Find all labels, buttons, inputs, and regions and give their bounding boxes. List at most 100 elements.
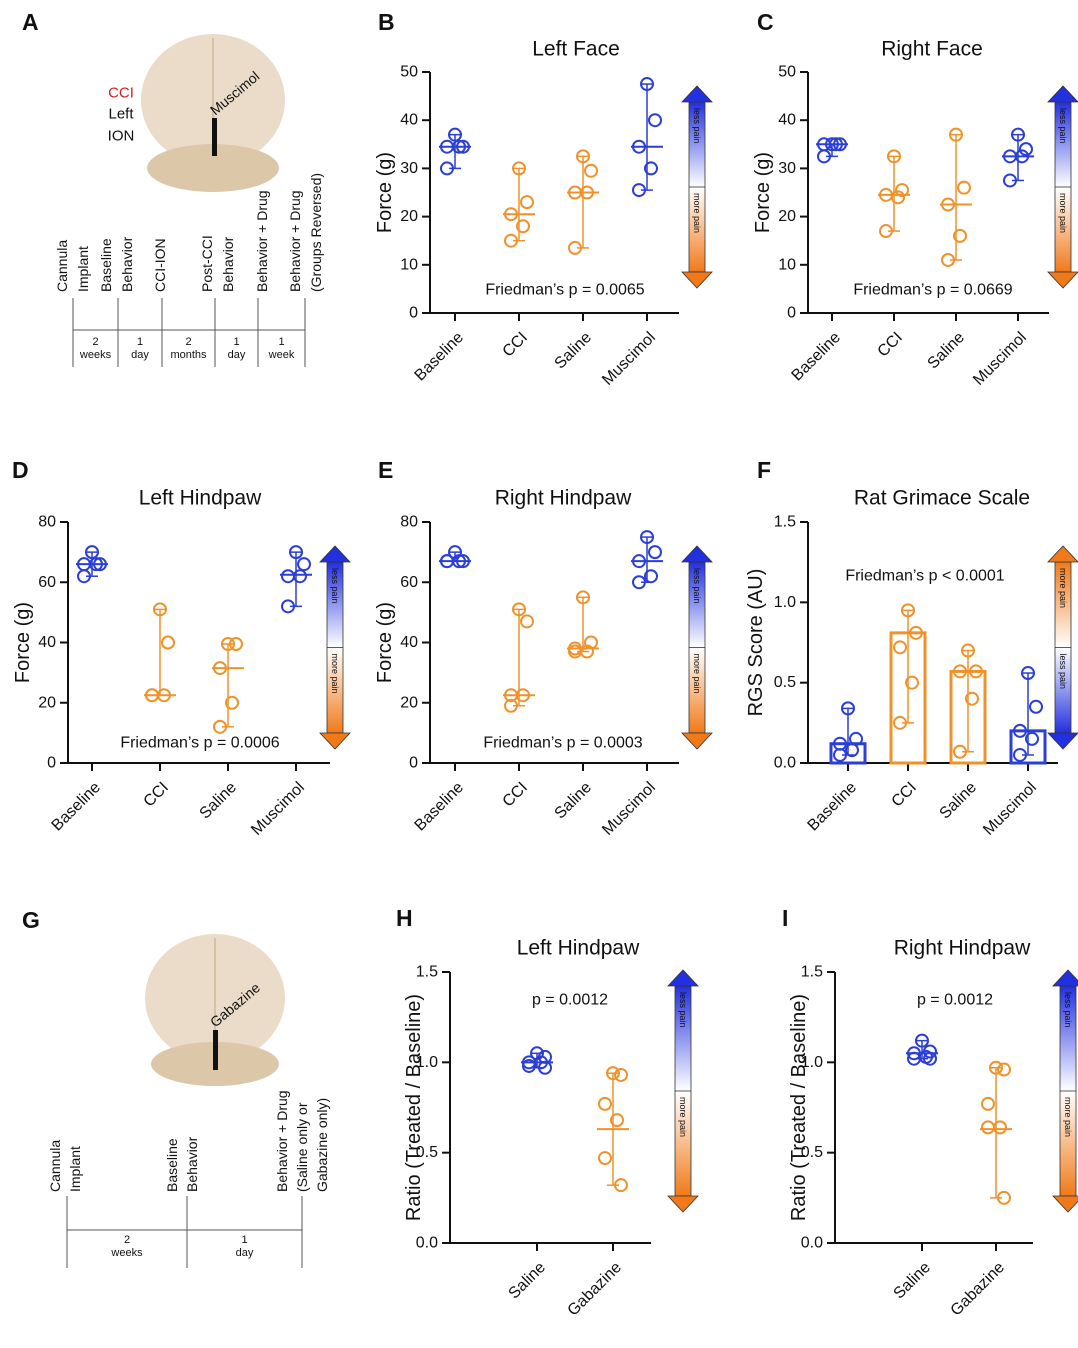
y-tick-label: 50	[400, 64, 418, 81]
data-point	[504, 207, 518, 222]
timeline-event: Cannula	[54, 240, 70, 292]
data-point	[512, 602, 526, 617]
x-tick-label: Saline	[925, 329, 969, 373]
pain-label: less pain	[1058, 108, 1068, 144]
data-point	[907, 1051, 921, 1066]
data-point	[989, 1060, 1003, 1075]
chart-title: Right Hindpaw	[894, 937, 1031, 960]
timeline-interval: 1	[278, 336, 284, 348]
y-tick-label: 40	[400, 112, 418, 129]
y-axis-label: Force (g)	[374, 602, 396, 683]
timeline-event: CCI-ION	[152, 238, 168, 292]
y-axis-label: RGS Score (AU)	[745, 569, 767, 717]
data-point	[93, 557, 107, 572]
y-tick-label: 60	[38, 574, 56, 591]
data-point	[891, 190, 905, 205]
data-point	[648, 545, 662, 560]
y-tick-label: 20	[778, 208, 796, 225]
panel-letter: E	[378, 457, 393, 483]
timeline-interval: 2	[124, 1234, 130, 1246]
chart-title: Left Hindpaw	[517, 937, 640, 960]
panel-letter: C	[757, 9, 774, 35]
data-point	[440, 554, 454, 569]
data-point	[221, 637, 235, 652]
annotation: Friedman’s p = 0.0065	[485, 282, 644, 299]
chart-title: Rat Grimace Scale	[854, 487, 1030, 510]
data-point	[941, 197, 955, 212]
data-point	[77, 569, 91, 584]
data-point	[85, 545, 99, 560]
pain-arrow-head	[681, 85, 713, 103]
data-point	[841, 701, 855, 716]
timeline-event: Behavior	[119, 236, 135, 292]
y-tick-label: 0	[787, 305, 796, 322]
y-tick-label: 30	[778, 160, 796, 177]
pain-arrow-head	[681, 732, 713, 750]
data-point	[953, 228, 967, 243]
data-point	[153, 602, 167, 617]
pain-arrow-head	[319, 732, 351, 750]
pain-label: less pain	[678, 992, 688, 1028]
x-tick-label: Muscimol	[248, 779, 308, 839]
x-tick-label: Baseline	[789, 329, 844, 384]
y-axis-label: Force (g)	[752, 152, 774, 233]
timeline-interval: day	[228, 349, 246, 361]
x-tick-label: Muscimol	[980, 779, 1040, 839]
data-point	[504, 233, 518, 248]
pain-arrow-head	[1047, 545, 1078, 563]
data-point	[516, 688, 530, 703]
y-tick-label: 0.0	[801, 1235, 823, 1252]
pain-arrow-head	[1047, 732, 1078, 750]
data-point	[522, 1058, 536, 1073]
data-point	[915, 1033, 929, 1048]
data-point	[568, 240, 582, 255]
brain-label: ION	[108, 128, 135, 145]
x-tick-label: CCI	[499, 329, 531, 361]
data-point	[229, 637, 243, 652]
timeline-event: Implant	[67, 1146, 83, 1192]
data-point	[969, 664, 983, 679]
timeline-interval: day	[131, 349, 149, 361]
timeline-event: Behavior + Drug	[274, 1090, 290, 1192]
y-tick-label: 20	[38, 694, 56, 711]
timeline-event: Cannula	[47, 1140, 63, 1192]
y-tick-label: 50	[778, 64, 796, 81]
data-point	[901, 603, 915, 618]
x-tick-label: CCI	[888, 779, 920, 811]
data-point	[893, 640, 907, 655]
pain-arrow-head	[667, 1195, 699, 1213]
chart-title: Left Hindpaw	[139, 487, 262, 510]
data-point	[448, 127, 462, 142]
timeline-event: Behavior	[220, 236, 236, 292]
data-point	[1011, 127, 1025, 142]
data-point	[598, 1096, 612, 1111]
y-tick-label: 1.0	[416, 1054, 438, 1071]
data-point	[504, 698, 518, 713]
data-point	[1013, 747, 1027, 762]
data-point	[145, 688, 159, 703]
data-point	[452, 139, 466, 154]
data-point	[281, 599, 295, 614]
annotation: p = 0.0012	[532, 992, 608, 1009]
panel-letter: B	[378, 9, 395, 35]
panel-letter: I	[782, 905, 788, 931]
pain-arrow-head	[667, 969, 699, 987]
data-point	[640, 77, 654, 92]
y-tick-label: 80	[400, 514, 418, 531]
data-point	[879, 224, 893, 239]
y-tick-label: 20	[400, 694, 418, 711]
timeline-event: Behavior	[184, 1136, 200, 1192]
y-tick-label: 20	[400, 208, 418, 225]
pain-label: more pain	[1058, 568, 1068, 608]
data-point	[89, 557, 103, 572]
timeline-interval: weeks	[79, 349, 112, 361]
data-point	[520, 614, 534, 629]
data-point	[614, 1067, 628, 1082]
data-point	[632, 575, 646, 590]
pain-label: more pain	[678, 1097, 688, 1137]
data-point	[440, 161, 454, 176]
data-point	[981, 1120, 995, 1135]
data-point	[905, 675, 919, 690]
y-tick-label: 0	[47, 755, 56, 772]
